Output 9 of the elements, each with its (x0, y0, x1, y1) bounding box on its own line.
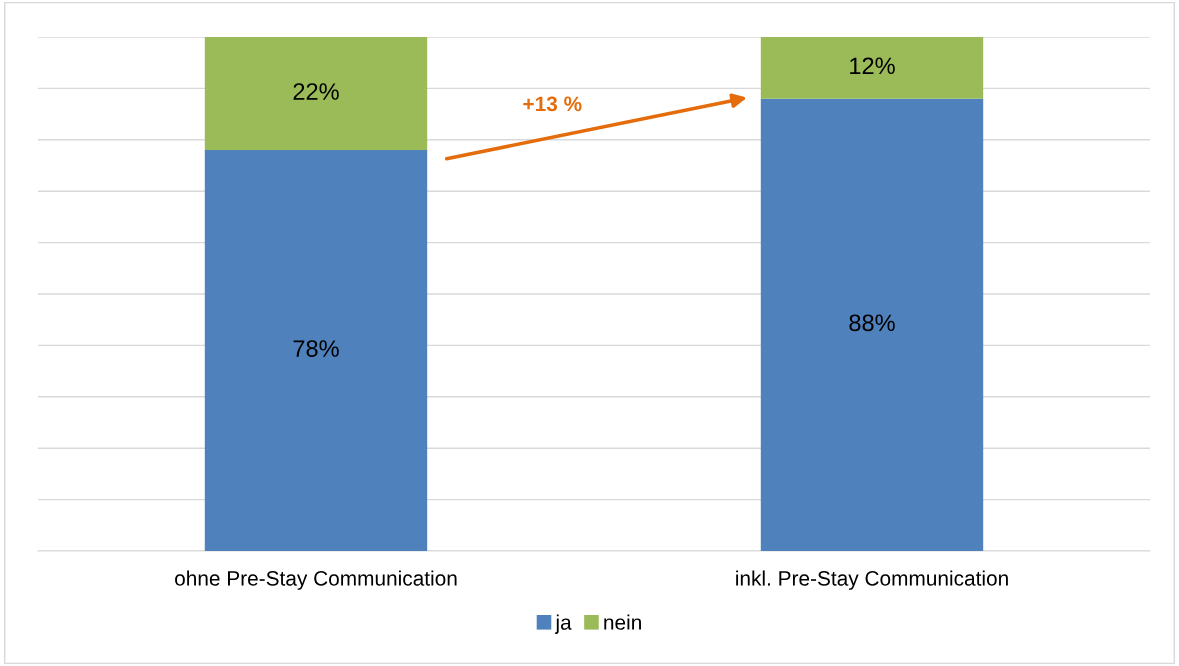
x-tick-label: ohne Pre-Stay Communication (175, 570, 457, 590)
data-label: 22% (293, 83, 339, 100)
legend-label: nein (604, 614, 641, 630)
data-label: 12% (850, 57, 895, 75)
data-label: 88% (849, 314, 895, 332)
data-label: 78% (293, 340, 339, 357)
annotation: +13 % (523, 96, 582, 112)
legend-label: ja (554, 614, 572, 634)
x-tick-label: inkl. Pre-Stay Communication (736, 570, 1008, 590)
